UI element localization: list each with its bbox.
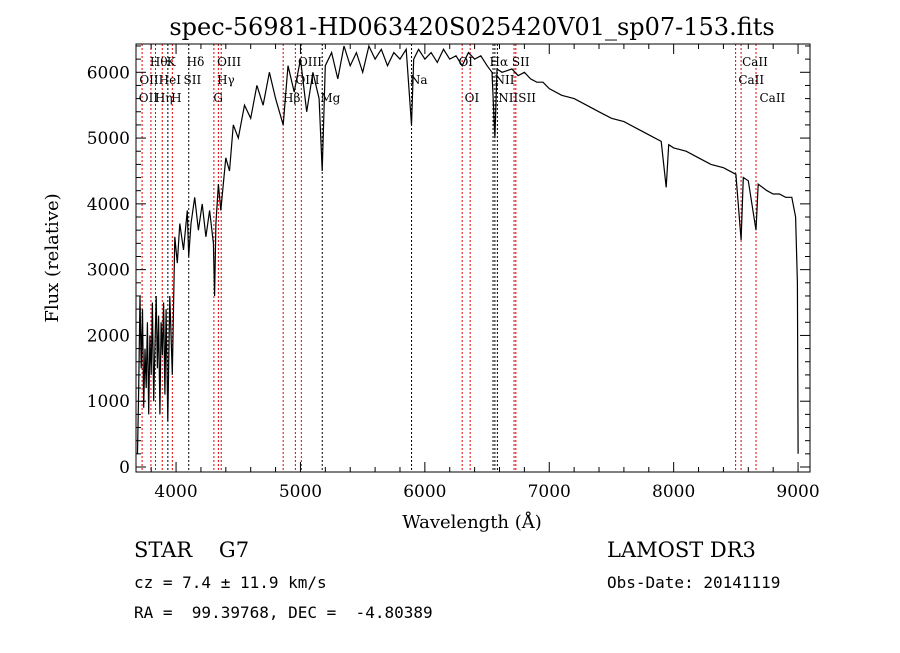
x-tick-label: 7000 bbox=[528, 482, 571, 502]
line-label: Hα bbox=[490, 55, 509, 69]
y-tick-label: 2000 bbox=[87, 326, 130, 346]
line-label: NII bbox=[495, 73, 515, 87]
line-label: HeI bbox=[159, 73, 182, 87]
line-label: CaII bbox=[738, 73, 764, 87]
line-label: OI bbox=[465, 91, 480, 105]
line-label: K bbox=[167, 55, 177, 69]
line-label: Hβ bbox=[283, 91, 300, 105]
y-tick-label: 6000 bbox=[87, 63, 130, 83]
line-label: Hη bbox=[155, 91, 173, 105]
line-label: Hδ bbox=[187, 55, 205, 69]
y-tick-label: 5000 bbox=[87, 129, 130, 149]
line-label: H bbox=[171, 91, 181, 105]
x-axis-label: Wavelength (Å) bbox=[402, 511, 542, 533]
line-label: Mg bbox=[320, 91, 340, 105]
line-label: Hγ bbox=[217, 73, 235, 87]
x-tick-label: 4000 bbox=[154, 482, 197, 502]
x-tick-label: 6000 bbox=[403, 482, 446, 502]
line-label: CaII bbox=[759, 91, 785, 105]
y-tick-label: 1000 bbox=[87, 392, 130, 412]
ra-dec: RA = 99.39768, DEC = -4.80389 bbox=[134, 603, 433, 622]
cz-value: cz = 7.4 ± 11.9 km/s bbox=[134, 573, 327, 592]
y-axis-label: Flux (relative) bbox=[42, 193, 63, 322]
line-label: CaII bbox=[742, 55, 768, 69]
axis-ticks: 4000 5000 6000 7000 8000 9000 0 1000 2000 3000 400… bbox=[87, 44, 820, 502]
y-tick-label: 3000 bbox=[87, 261, 130, 281]
spectrum-line bbox=[136, 44, 799, 454]
line-label: Na bbox=[410, 73, 428, 87]
y-tick-label: 0 bbox=[119, 458, 130, 478]
line-label: NIISII bbox=[498, 91, 536, 105]
line-label: OII bbox=[139, 73, 159, 87]
chart-title: spec-56981-HD063420S025420V01_sp07-153.f… bbox=[169, 13, 774, 41]
line-label: OIII bbox=[298, 55, 322, 69]
survey-label: LAMOST DR3 bbox=[607, 538, 756, 562]
line-label: SII bbox=[512, 55, 530, 69]
obs-date: Obs-Date: 20141119 bbox=[607, 573, 781, 592]
emission-line-markers bbox=[141, 44, 757, 472]
line-label: SII bbox=[184, 73, 202, 87]
line-label: OIII bbox=[217, 55, 241, 69]
y-tick-label: 4000 bbox=[87, 195, 130, 215]
x-tick-label: 5000 bbox=[279, 482, 322, 502]
line-label: Hθ bbox=[150, 55, 168, 69]
x-tick-label: 9000 bbox=[776, 482, 819, 502]
class-label: STAR G7 bbox=[134, 538, 250, 562]
line-label: G bbox=[213, 91, 223, 105]
x-tick-label: 8000 bbox=[652, 482, 695, 502]
plot-frame bbox=[135, 43, 811, 473]
line-label: OII bbox=[139, 91, 159, 105]
